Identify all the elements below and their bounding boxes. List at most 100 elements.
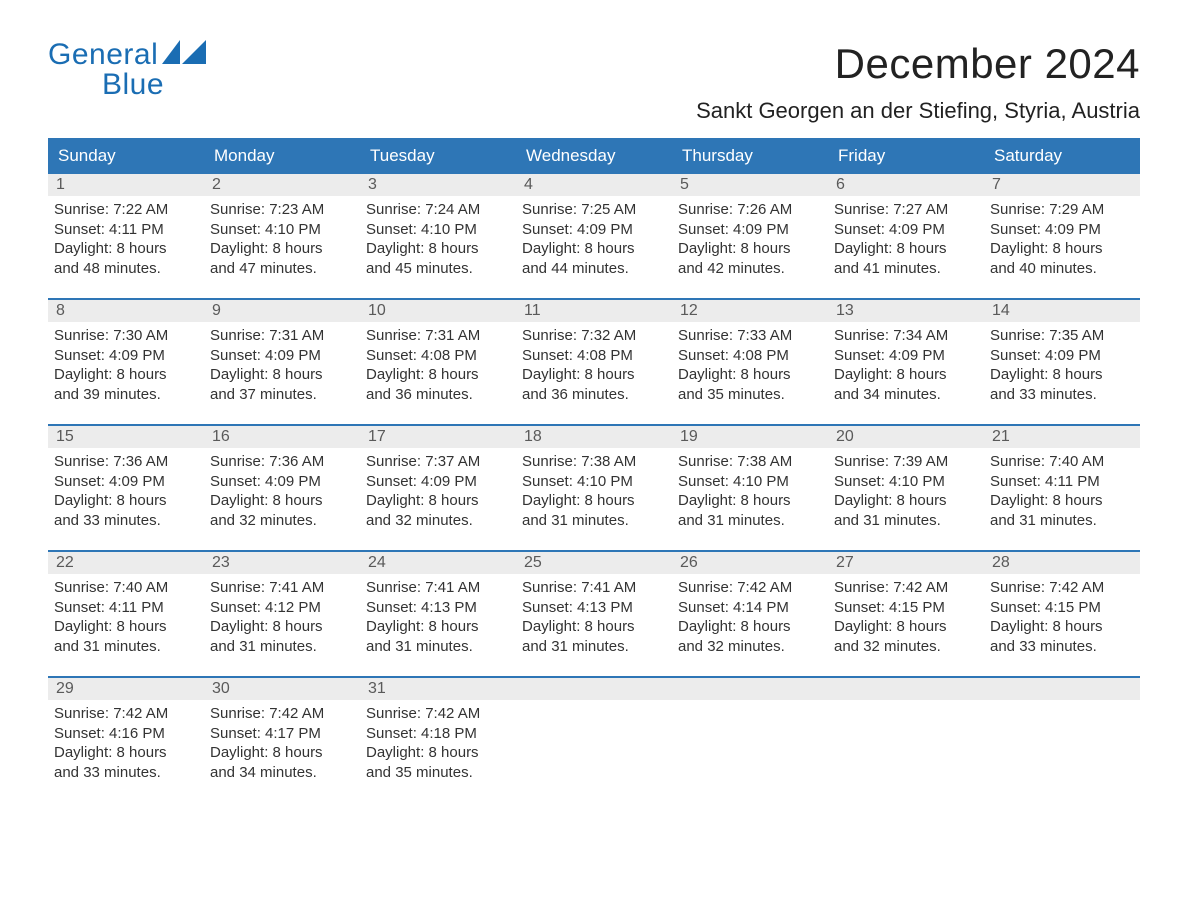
- day-details: Sunrise: 7:30 AMSunset: 4:09 PMDaylight:…: [48, 322, 204, 410]
- calendar-day: 21Sunrise: 7:40 AMSunset: 4:11 PMDayligh…: [984, 426, 1140, 538]
- sunset-text: Sunset: 4:08 PM: [522, 346, 666, 366]
- daylight-text: Daylight: 8 hours: [834, 365, 978, 385]
- day-details: Sunrise: 7:22 AMSunset: 4:11 PMDaylight:…: [48, 196, 204, 284]
- daylight-text: and 31 minutes.: [366, 637, 510, 657]
- location-subtitle: Sankt Georgen an der Stiefing, Styria, A…: [696, 98, 1140, 124]
- sunrise-text: Sunrise: 7:41 AM: [366, 578, 510, 598]
- sunrise-text: Sunrise: 7:40 AM: [54, 578, 198, 598]
- daylight-text: and 33 minutes.: [54, 763, 198, 783]
- sunrise-text: Sunrise: 7:31 AM: [366, 326, 510, 346]
- sunset-text: Sunset: 4:11 PM: [54, 598, 198, 618]
- calendar-day: 28Sunrise: 7:42 AMSunset: 4:15 PMDayligh…: [984, 552, 1140, 664]
- calendar-day: 11Sunrise: 7:32 AMSunset: 4:08 PMDayligh…: [516, 300, 672, 412]
- sunset-text: Sunset: 4:13 PM: [522, 598, 666, 618]
- sunrise-text: Sunrise: 7:42 AM: [990, 578, 1134, 598]
- sunset-text: Sunset: 4:11 PM: [990, 472, 1134, 492]
- daylight-text: and 41 minutes.: [834, 259, 978, 279]
- day-number: 20: [828, 426, 984, 448]
- title-block: December 2024 Sankt Georgen an der Stief…: [696, 40, 1140, 124]
- sunset-text: Sunset: 4:10 PM: [210, 220, 354, 240]
- day-details: Sunrise: 7:32 AMSunset: 4:08 PMDaylight:…: [516, 322, 672, 410]
- daylight-text: Daylight: 8 hours: [834, 491, 978, 511]
- daylight-text: and 31 minutes.: [834, 511, 978, 531]
- calendar-day: [672, 678, 828, 790]
- daylight-text: Daylight: 8 hours: [54, 743, 198, 763]
- dow-thursday: Thursday: [672, 138, 828, 174]
- day-details: Sunrise: 7:29 AMSunset: 4:09 PMDaylight:…: [984, 196, 1140, 284]
- sunrise-text: Sunrise: 7:24 AM: [366, 200, 510, 220]
- daylight-text: and 31 minutes.: [678, 511, 822, 531]
- calendar-day: 3Sunrise: 7:24 AMSunset: 4:10 PMDaylight…: [360, 174, 516, 286]
- sunset-text: Sunset: 4:10 PM: [678, 472, 822, 492]
- day-number: 3: [360, 174, 516, 196]
- flag-icon: [162, 40, 206, 70]
- sunset-text: Sunset: 4:13 PM: [366, 598, 510, 618]
- day-number: 5: [672, 174, 828, 196]
- sunrise-text: Sunrise: 7:39 AM: [834, 452, 978, 472]
- calendar-day: 1Sunrise: 7:22 AMSunset: 4:11 PMDaylight…: [48, 174, 204, 286]
- day-number: 27: [828, 552, 984, 574]
- day-number: 18: [516, 426, 672, 448]
- daylight-text: Daylight: 8 hours: [54, 365, 198, 385]
- dow-monday: Monday: [204, 138, 360, 174]
- daylight-text: and 31 minutes.: [54, 637, 198, 657]
- daylight-text: and 31 minutes.: [210, 637, 354, 657]
- daylight-text: and 35 minutes.: [366, 763, 510, 783]
- sunset-text: Sunset: 4:09 PM: [834, 346, 978, 366]
- sunset-text: Sunset: 4:09 PM: [990, 346, 1134, 366]
- calendar-day: 26Sunrise: 7:42 AMSunset: 4:14 PMDayligh…: [672, 552, 828, 664]
- sunset-text: Sunset: 4:15 PM: [990, 598, 1134, 618]
- dow-friday: Friday: [828, 138, 984, 174]
- sunrise-text: Sunrise: 7:42 AM: [834, 578, 978, 598]
- sunset-text: Sunset: 4:09 PM: [990, 220, 1134, 240]
- day-number: 28: [984, 552, 1140, 574]
- day-details: Sunrise: 7:34 AMSunset: 4:09 PMDaylight:…: [828, 322, 984, 410]
- daylight-text: Daylight: 8 hours: [210, 491, 354, 511]
- day-number: 2: [204, 174, 360, 196]
- sunrise-text: Sunrise: 7:42 AM: [54, 704, 198, 724]
- daylight-text: and 32 minutes.: [366, 511, 510, 531]
- sunrise-text: Sunrise: 7:23 AM: [210, 200, 354, 220]
- day-number: 30: [204, 678, 360, 700]
- day-number: 16: [204, 426, 360, 448]
- sunset-text: Sunset: 4:09 PM: [522, 220, 666, 240]
- daylight-text: Daylight: 8 hours: [366, 365, 510, 385]
- day-number: 1: [48, 174, 204, 196]
- calendar-day: 18Sunrise: 7:38 AMSunset: 4:10 PMDayligh…: [516, 426, 672, 538]
- calendar: Sunday Monday Tuesday Wednesday Thursday…: [48, 138, 1140, 790]
- dow-wednesday: Wednesday: [516, 138, 672, 174]
- sunrise-text: Sunrise: 7:34 AM: [834, 326, 978, 346]
- sunrise-text: Sunrise: 7:36 AM: [54, 452, 198, 472]
- daylight-text: Daylight: 8 hours: [522, 491, 666, 511]
- daylight-text: and 31 minutes.: [522, 511, 666, 531]
- day-details: Sunrise: 7:42 AMSunset: 4:14 PMDaylight:…: [672, 574, 828, 662]
- sunset-text: Sunset: 4:16 PM: [54, 724, 198, 744]
- calendar-day: 23Sunrise: 7:41 AMSunset: 4:12 PMDayligh…: [204, 552, 360, 664]
- day-details: Sunrise: 7:31 AMSunset: 4:09 PMDaylight:…: [204, 322, 360, 410]
- sunset-text: Sunset: 4:10 PM: [522, 472, 666, 492]
- daylight-text: and 35 minutes.: [678, 385, 822, 405]
- sunrise-text: Sunrise: 7:30 AM: [54, 326, 198, 346]
- sunset-text: Sunset: 4:09 PM: [210, 472, 354, 492]
- day-details: Sunrise: 7:40 AMSunset: 4:11 PMDaylight:…: [984, 448, 1140, 536]
- calendar-day: [516, 678, 672, 790]
- daylight-text: and 37 minutes.: [210, 385, 354, 405]
- day-details: [984, 700, 1140, 710]
- sunrise-text: Sunrise: 7:31 AM: [210, 326, 354, 346]
- calendar-day: 15Sunrise: 7:36 AMSunset: 4:09 PMDayligh…: [48, 426, 204, 538]
- daylight-text: and 32 minutes.: [210, 511, 354, 531]
- day-number: [672, 678, 828, 700]
- calendar-day: 25Sunrise: 7:41 AMSunset: 4:13 PMDayligh…: [516, 552, 672, 664]
- day-number: 25: [516, 552, 672, 574]
- day-details: Sunrise: 7:42 AMSunset: 4:15 PMDaylight:…: [984, 574, 1140, 662]
- sunrise-text: Sunrise: 7:42 AM: [678, 578, 822, 598]
- day-details: [672, 700, 828, 710]
- sunrise-text: Sunrise: 7:38 AM: [678, 452, 822, 472]
- sunrise-text: Sunrise: 7:22 AM: [54, 200, 198, 220]
- calendar-day: 31Sunrise: 7:42 AMSunset: 4:18 PMDayligh…: [360, 678, 516, 790]
- daylight-text: Daylight: 8 hours: [366, 617, 510, 637]
- calendar-day: 10Sunrise: 7:31 AMSunset: 4:08 PMDayligh…: [360, 300, 516, 412]
- calendar-day: 16Sunrise: 7:36 AMSunset: 4:09 PMDayligh…: [204, 426, 360, 538]
- day-number: 14: [984, 300, 1140, 322]
- days-of-week-header: Sunday Monday Tuesday Wednesday Thursday…: [48, 138, 1140, 174]
